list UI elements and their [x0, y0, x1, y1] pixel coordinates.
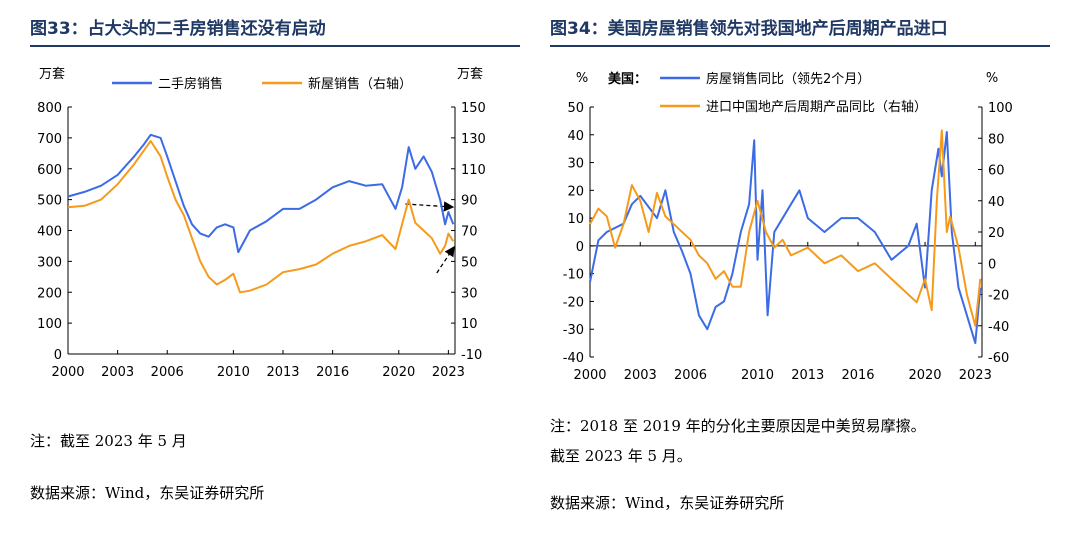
- right-right-tick-label: 60: [988, 164, 1005, 179]
- left-right-tick-label: 50: [461, 255, 478, 270]
- left-left-tick-label: 500: [37, 194, 62, 209]
- right-right-tick-label: -40: [988, 320, 1009, 335]
- right-x-tick-label: 2000: [573, 368, 606, 383]
- left-right-tick-label: 90: [461, 194, 478, 209]
- right-x-tick-label: 2023: [959, 368, 992, 383]
- left-left-tick-label: 600: [37, 163, 62, 178]
- left-x-tick-label: 2000: [51, 365, 84, 380]
- right-left-tick-label: -20: [563, 295, 584, 310]
- left-x-tick-label: 2020: [382, 365, 415, 380]
- right-right-unit: %: [986, 71, 998, 86]
- left-right-tick-label: 110: [461, 163, 486, 178]
- left-x-tick-label: 2013: [266, 365, 299, 380]
- right-left-tick-label: 50: [567, 101, 584, 116]
- left-left-tick-label: 300: [37, 255, 62, 270]
- right-source: 数据来源：Wind，东吴证券研究所: [550, 494, 785, 512]
- right-left-tick-label: 0: [576, 240, 584, 255]
- right-x-tick-label: 2016: [841, 368, 874, 383]
- right-x-tick-label: 2006: [674, 368, 707, 383]
- left-legend-label-1: 二手房销售: [158, 76, 223, 92]
- right-right-tick-label: 0: [988, 257, 996, 272]
- right-right-tick-label: -20: [988, 289, 1009, 304]
- right-left-tick-label: 30: [567, 157, 584, 172]
- right-right-tick-label: 100: [988, 101, 1013, 116]
- left-left-tick-label: 0: [54, 348, 62, 363]
- right-chart: -40 -30 -20 -10 0 10 20 30 40 50 -60 -40 -20 0 20 40 60 8…: [563, 71, 1013, 383]
- left-left-unit: 万套: [39, 66, 65, 82]
- left-note: 注：截至 2023 年 5 月: [30, 432, 187, 450]
- left-right-tick-label: 150: [461, 101, 486, 116]
- right-left-tick-label: 20: [567, 184, 584, 199]
- right-title-rule: [550, 45, 1050, 47]
- right-right-tick-label: 80: [988, 132, 1005, 147]
- left-right-tick-label: -10: [461, 348, 482, 363]
- left-legend-label-2: 新屋销售（右轴）: [308, 76, 412, 92]
- left-series-1-line: [67, 133, 455, 254]
- left-left-tick-label: 700: [37, 132, 62, 147]
- right-left-tick-label: 10: [567, 212, 584, 227]
- left-annotation-arrow-lower: [436, 245, 455, 274]
- right-note-line2: 截至 2023 年 5 月。: [550, 447, 692, 465]
- right-x-tick-label: 2010: [741, 368, 774, 383]
- left-left-tick-label: 800: [37, 101, 62, 116]
- right-left-unit: %: [576, 71, 588, 86]
- right-legend-label-1: 房屋销售同比（领先2个月）: [706, 71, 870, 87]
- left-right-tick-label: 10: [461, 317, 478, 332]
- left-right-tick-label: 30: [461, 286, 478, 301]
- right-x-tick-label: 2020: [908, 368, 941, 383]
- right-left-tick-label: 40: [567, 129, 584, 144]
- left-chart: 0 100 200 300 400 500 600 700 800 -10 10 30 50 70 90 11…: [37, 66, 486, 380]
- left-x-tick-label: 2006: [151, 365, 184, 380]
- left-left-tick-label: 400: [37, 225, 62, 240]
- right-x-tick-label: 2003: [624, 368, 657, 383]
- left-left-tick-label: 200: [37, 286, 62, 301]
- left-x-tick-label: 2010: [217, 365, 250, 380]
- right-series-1-line: [589, 131, 982, 345]
- left-x-tick-label: 2003: [101, 365, 134, 380]
- left-right-tick-label: 130: [461, 132, 486, 147]
- left-series-2-line: [67, 140, 455, 294]
- left-right-unit: 万套: [457, 66, 483, 82]
- left-annotation-arrow-upper: [405, 201, 455, 212]
- right-note-line1: 注：2018 至 2019 年的分化主要原因是中美贸易摩擦。: [550, 417, 926, 435]
- right-legend-label-2: 进口中国地产后周期产品同比（右轴）: [706, 100, 927, 115]
- right-left-tick-label: -40: [563, 351, 584, 366]
- right-left-tick-label: -30: [563, 323, 584, 338]
- left-left-tick-label: 100: [37, 317, 62, 332]
- left-x-tick-label: 2023: [432, 365, 465, 380]
- right-right-tick-label: 40: [988, 195, 1005, 210]
- right-right-tick-label: 20: [988, 226, 1005, 241]
- left-right-tick-label: 70: [461, 225, 478, 240]
- right-right-tick-label: -60: [988, 351, 1009, 366]
- left-chart-title: 图33：占大头的二手房销售还没有启动: [30, 19, 326, 39]
- right-legend-prefix: 美国：: [608, 71, 647, 87]
- right-series-2-line: [589, 129, 982, 327]
- right-x-tick-label: 2013: [791, 368, 824, 383]
- right-chart-title: 图34：美国房屋销售领先对我国地产后周期产品进口: [550, 19, 948, 39]
- right-left-tick-label: -10: [563, 268, 584, 283]
- left-title-rule: [30, 45, 520, 47]
- left-x-tick-label: 2016: [316, 365, 349, 380]
- left-source: 数据来源：Wind，东吴证券研究所: [30, 484, 265, 502]
